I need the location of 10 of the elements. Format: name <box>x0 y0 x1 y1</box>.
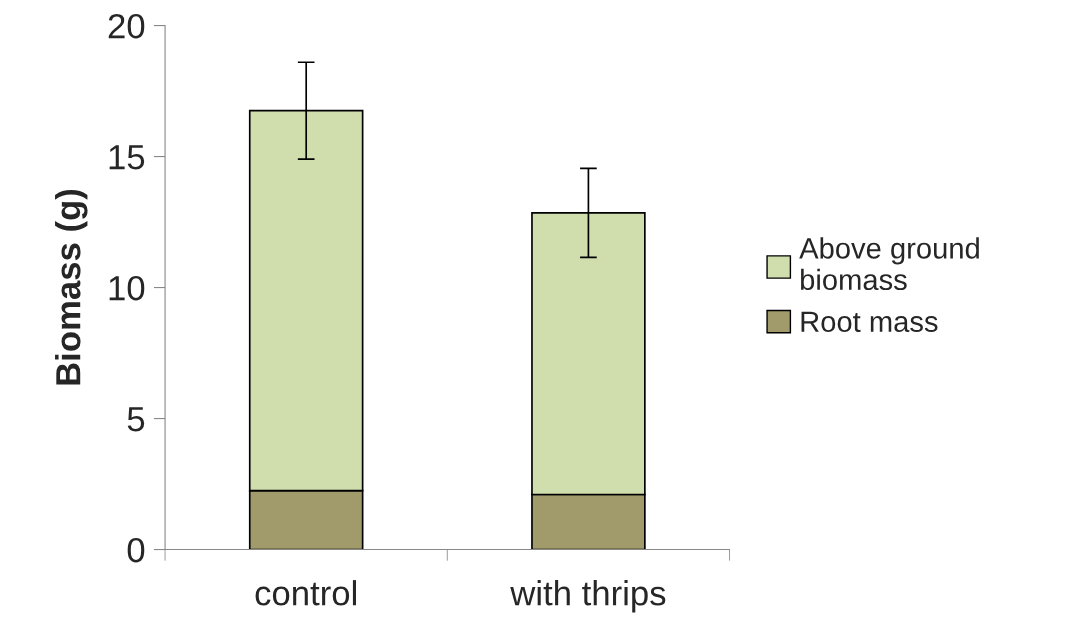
y-tick-label: 5 <box>127 407 145 432</box>
y-tick-label: 20 <box>108 13 145 39</box>
y-axis-title: Biomass (g) <box>55 189 88 385</box>
y-tick-label: 15 <box>109 145 145 170</box>
y-tick-label: 0 <box>127 537 145 563</box>
x-tick-label: with thrips <box>510 580 666 613</box>
legend-label: Root mass <box>801 311 938 333</box>
x-tick-label: control <box>255 580 356 606</box>
y-tick-label: 10 <box>109 275 145 301</box>
legend-label: Above ground biomass <box>799 237 979 291</box>
